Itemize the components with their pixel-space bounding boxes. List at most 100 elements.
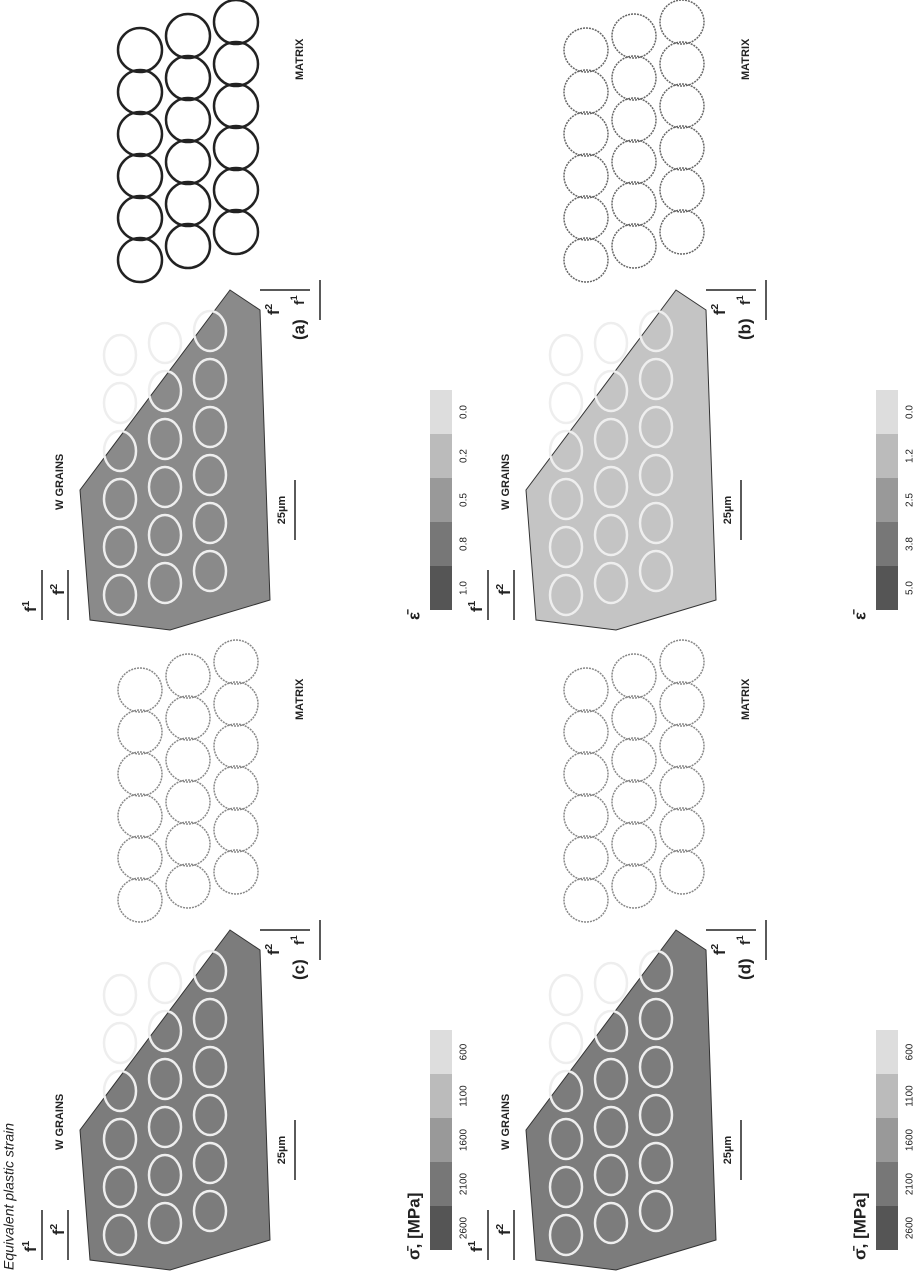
matrix-cell xyxy=(214,808,258,852)
matrix-cell xyxy=(166,738,210,782)
matrix-cell xyxy=(214,84,258,128)
grain xyxy=(595,323,627,363)
matrix-cell xyxy=(612,696,656,740)
matrix-label: MATRIX xyxy=(740,678,752,720)
colorbar-tick: 1100 xyxy=(905,1085,913,1107)
grains-label: W GRAINS xyxy=(54,454,66,510)
grain xyxy=(104,1023,136,1063)
colorbar-title: σ̄, [MPa] xyxy=(850,1193,869,1260)
colorbar-tick: 600 xyxy=(905,1043,913,1060)
panel-label: (d) xyxy=(735,958,754,980)
matrix-cell xyxy=(166,780,210,824)
colorbar-swatch xyxy=(430,1162,452,1206)
matrix-cell xyxy=(660,0,704,44)
colorbar-tick: 2.5 xyxy=(905,493,913,507)
matrix-cell xyxy=(660,808,704,852)
grain xyxy=(104,383,136,423)
matrix-cell xyxy=(564,28,608,72)
colorbar-tick: 0.0 xyxy=(459,405,470,419)
force-label: f1 xyxy=(467,1241,486,1252)
matrix-cell xyxy=(214,850,258,894)
matrix-cell xyxy=(166,654,210,698)
force-sup: 1 xyxy=(289,935,299,940)
colorbar-tick: 0.2 xyxy=(459,449,470,463)
matrix-cell xyxy=(660,766,704,810)
matrix-cell xyxy=(214,126,258,170)
matrix-cell xyxy=(166,98,210,142)
colorbar-tick: 0.8 xyxy=(459,537,470,551)
force-sup: 2 xyxy=(49,1224,60,1230)
matrix-cell xyxy=(660,210,704,254)
force-label: f1 xyxy=(21,601,40,612)
colorbar-swatch xyxy=(876,1030,898,1074)
colorbar-swatch xyxy=(876,1074,898,1118)
matrix-label: MATRIX xyxy=(294,38,306,80)
force-sup: 1 xyxy=(467,601,478,607)
force-sup: 1 xyxy=(467,1241,478,1247)
force-sup: 1 xyxy=(735,295,745,300)
matrix-cell xyxy=(118,238,162,282)
grain xyxy=(550,975,582,1015)
colorbar-swatch xyxy=(876,566,898,610)
colorbar-tick: 0.0 xyxy=(905,405,913,419)
matrix-cell xyxy=(118,28,162,72)
grain xyxy=(149,963,181,1003)
matrix-cell xyxy=(564,794,608,838)
colorbar-swatch xyxy=(876,1162,898,1206)
matrix-cell xyxy=(612,780,656,824)
matrix-cell xyxy=(660,724,704,768)
matrix-cell xyxy=(118,112,162,156)
colorbar-tick: 3.8 xyxy=(905,537,913,551)
matrix-cell xyxy=(166,182,210,226)
colorbar-tick: 1100 xyxy=(459,1085,470,1107)
colorbar-tick: 1600 xyxy=(459,1128,470,1151)
force-sup: 2 xyxy=(264,944,275,950)
colorbar-tick: 600 xyxy=(459,1043,470,1060)
matrix-cell xyxy=(564,70,608,114)
force-label: f1 xyxy=(289,295,306,305)
grains-label: W GRAINS xyxy=(500,1094,512,1150)
colorbar-swatch xyxy=(430,1206,452,1250)
force-sup: 2 xyxy=(495,1224,506,1230)
colorbar-swatch xyxy=(430,522,452,566)
matrix-cell xyxy=(612,140,656,184)
matrix-cell xyxy=(612,864,656,908)
matrix-cell xyxy=(214,640,258,684)
colorbar-tick: 0.5 xyxy=(459,493,470,507)
matrix-cell xyxy=(118,794,162,838)
colorbar-swatch xyxy=(430,1074,452,1118)
matrix-cell xyxy=(166,822,210,866)
matrix-cell xyxy=(118,668,162,712)
matrix-label: MATRIX xyxy=(740,38,752,80)
matrix-cell xyxy=(612,14,656,58)
force-sup: 1 xyxy=(735,935,745,940)
matrix-cell xyxy=(612,182,656,226)
force-label: f1 xyxy=(735,295,752,305)
colorbar-swatch xyxy=(876,1206,898,1250)
colorbar-title: ε̄ xyxy=(850,609,869,620)
grain xyxy=(550,1023,582,1063)
matrix-cell xyxy=(564,752,608,796)
panel-label: (a) xyxy=(289,319,308,340)
force-sup: 2 xyxy=(264,304,275,310)
force-label: f1 xyxy=(467,601,486,612)
matrix-cell xyxy=(564,154,608,198)
matrix-cell xyxy=(118,70,162,114)
grain xyxy=(550,383,582,423)
matrix-cell xyxy=(564,196,608,240)
matrix-cell xyxy=(564,836,608,880)
matrix-cell xyxy=(564,112,608,156)
matrix-cell xyxy=(118,710,162,754)
grains-label: W GRAINS xyxy=(500,454,512,510)
matrix-cell xyxy=(118,878,162,922)
colorbar-swatch xyxy=(430,434,452,478)
grain xyxy=(595,963,627,1003)
force-label: f2 xyxy=(710,944,729,955)
figure-panel: f1f2W GRAINS25µmf2f1MATRIX(d)σ̄, [MPa]26… xyxy=(467,640,913,1270)
matrix-cell xyxy=(214,210,258,254)
force-label: f1 xyxy=(21,1241,40,1252)
force-label: f2 xyxy=(49,584,68,595)
matrix-cell xyxy=(564,238,608,282)
matrix-cell xyxy=(660,42,704,86)
matrix-cell xyxy=(214,42,258,86)
